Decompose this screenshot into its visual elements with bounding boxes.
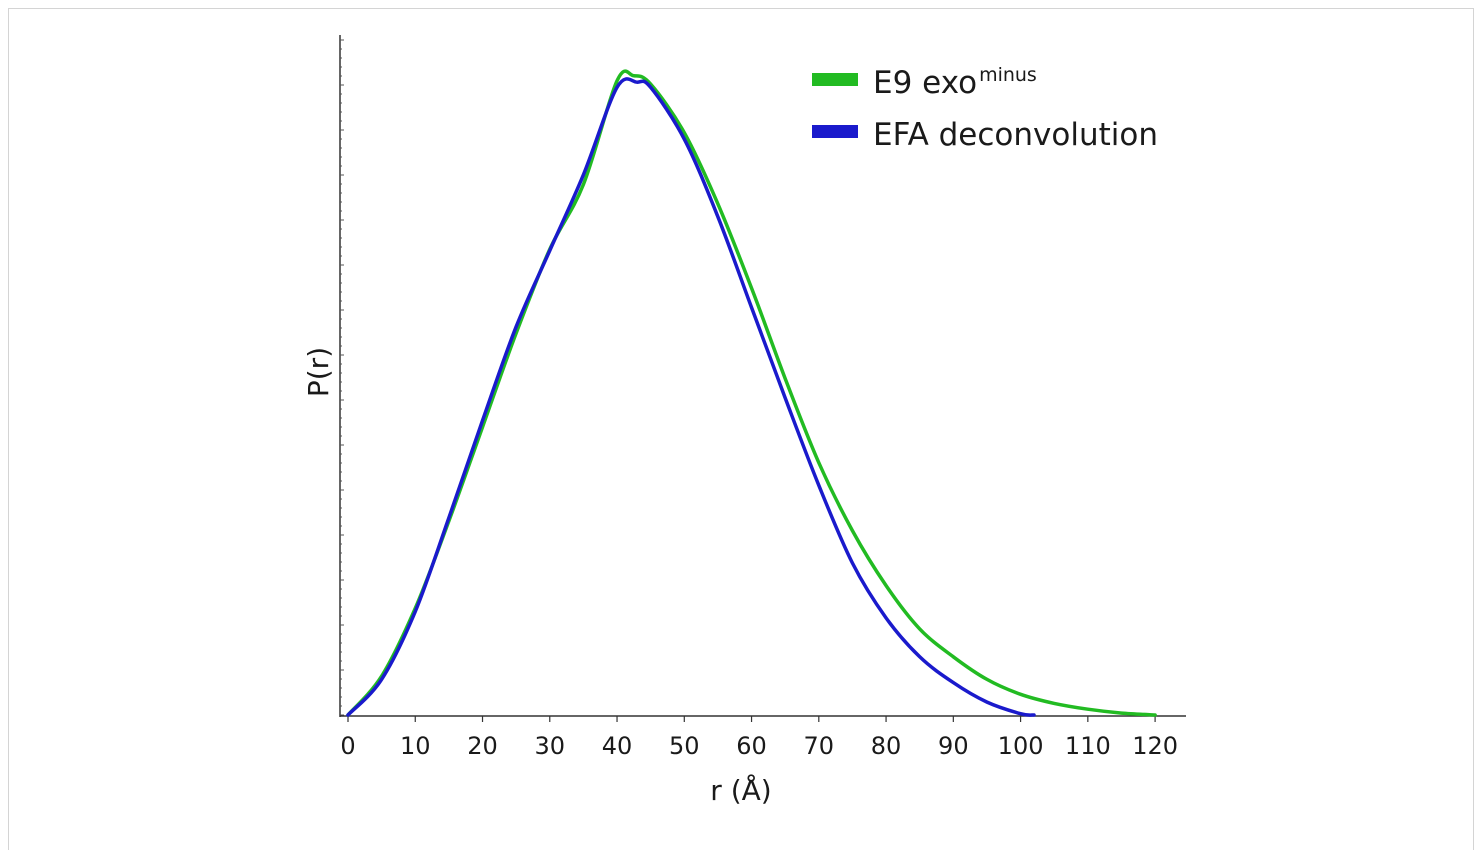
x-tick-label: 40 — [602, 732, 633, 760]
figure-frame — [8, 8, 1474, 850]
x-tick-label: 60 — [736, 732, 767, 760]
y-axis-title: P(r) — [302, 347, 335, 397]
x-tick-label: 20 — [467, 732, 498, 760]
legend-swatch-e9-exo — [812, 73, 858, 86]
x-axis-title: r (Å) — [710, 773, 771, 807]
axes — [339, 35, 1186, 717]
legend-label-e9-exo-sup: minus — [979, 64, 1037, 86]
x-tick-label: 30 — [535, 732, 566, 760]
x-tick-label: 110 — [1065, 732, 1111, 760]
x-tick-label: 10 — [400, 732, 431, 760]
x-tick-label: 0 — [340, 732, 355, 760]
legend-label-e9-exo: E9 exo minus — [873, 64, 1037, 101]
x-tick-label: 70 — [804, 732, 835, 760]
legend-label-efa-deconvolution: EFA deconvolution — [873, 117, 1158, 153]
x-tick-label: 80 — [871, 732, 902, 760]
x-tick-label: 50 — [669, 732, 700, 760]
legend: E9 exo minus EFA deconvolution — [812, 64, 1158, 153]
legend-label-e9-exo-main: E9 exo — [873, 65, 977, 101]
series-line-e9-exo — [346, 69, 1157, 717]
x-ticks: 0 10 20 30 40 50 60 70 80 90 100 110 120 — [340, 716, 1178, 760]
legend-swatch-efa-deconvolution — [812, 125, 858, 138]
series-line-efa-deconvolution — [346, 77, 1036, 717]
series-lines — [346, 69, 1157, 717]
x-tick-label: 120 — [1132, 732, 1178, 760]
x-tick-label: 90 — [938, 732, 969, 760]
x-tick-label: 100 — [998, 732, 1044, 760]
